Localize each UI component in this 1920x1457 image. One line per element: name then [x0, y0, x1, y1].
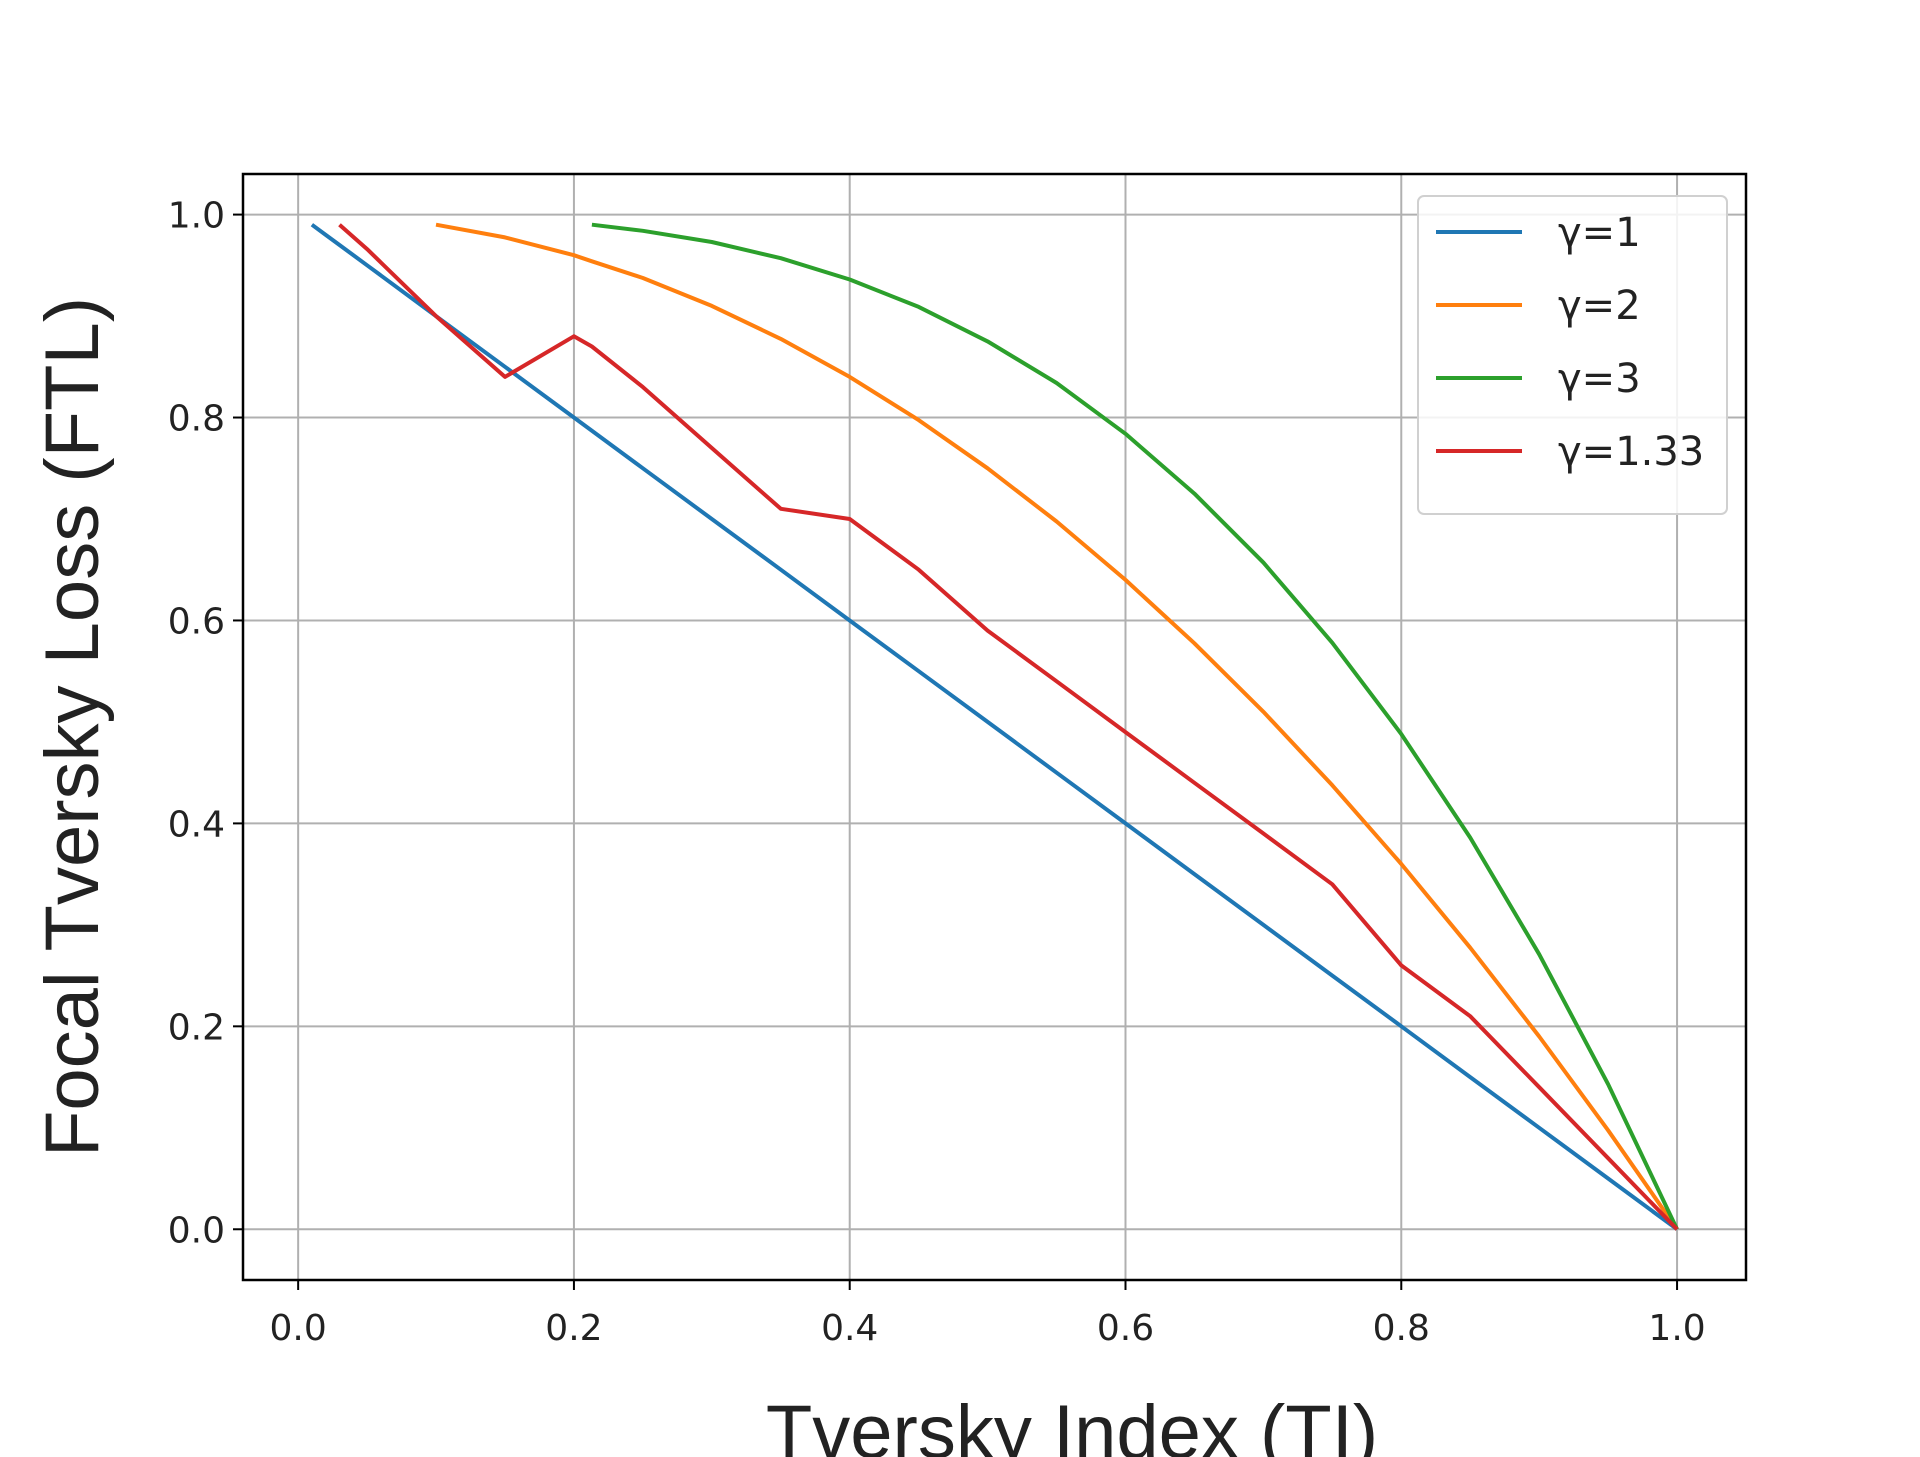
x-tick-label: 0.0 — [270, 1308, 327, 1349]
legend-label-3: γ=1.33 — [1558, 429, 1704, 475]
plot-frame — [241, 172, 1748, 1282]
legend-label-1: γ=2 — [1558, 283, 1641, 329]
y-tick-label: 0.6 — [168, 601, 225, 642]
x-tick-label: 0.6 — [1097, 1308, 1154, 1349]
y-tick-label: 0.0 — [168, 1210, 225, 1251]
axis-ticks: 0.0 0.2 0.4 0.6 0.8 1.0 0.0 0.2 0.4 0.6 0.8 1.0 — [168, 196, 1706, 1349]
series-line-3 — [338, 223, 1679, 1231]
x-tick-label: 0.8 — [1373, 1308, 1430, 1349]
x-tick-label: 0.4 — [821, 1308, 878, 1349]
series-lines — [310, 222, 1679, 1231]
y-tick-label: 1.0 — [168, 196, 225, 237]
x-tick-label: 1.0 — [1648, 1308, 1705, 1349]
series-line-2 — [591, 222, 1679, 1231]
legend-box — [1417, 195, 1728, 515]
y-axis-label: Focal Tversky Loss (FTL) — [30, 297, 115, 1157]
y-tick-label: 0.2 — [168, 1007, 225, 1048]
x-axis-label: Tversky Index (TI) — [766, 1390, 1378, 1457]
legend-label-2: γ=3 — [1558, 356, 1641, 402]
series-line-1 — [435, 222, 1679, 1231]
legend: γ=1 γ=2 γ=3 γ=1.33 — [1417, 195, 1728, 515]
y-tick-label: 0.8 — [168, 399, 225, 440]
legend-label-0: γ=1 — [1558, 210, 1641, 256]
x-tick-label: 0.2 — [545, 1308, 602, 1349]
y-tick-label: 0.4 — [168, 804, 225, 845]
